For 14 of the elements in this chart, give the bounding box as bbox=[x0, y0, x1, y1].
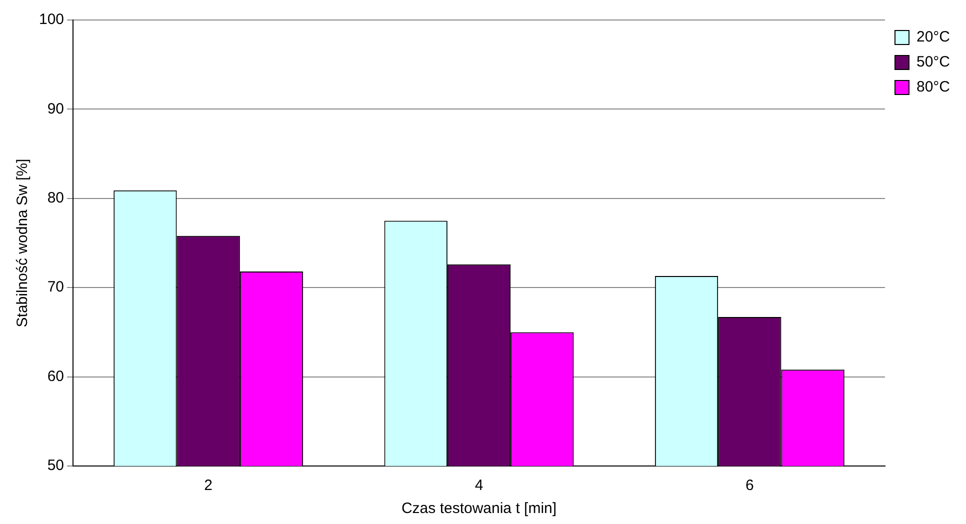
y-tick-label: 70 bbox=[47, 278, 64, 296]
y-tick-label: 50 bbox=[47, 457, 64, 474]
y-axis-title: Stabilność wodna Sw [%] bbox=[14, 158, 32, 328]
x-tick-label: 4 bbox=[474, 477, 484, 494]
x-axis-title: Czas testowania t [min] bbox=[401, 500, 557, 518]
y-tick-label: 60 bbox=[47, 368, 64, 385]
x-tick-label: 6 bbox=[745, 477, 754, 494]
y-tick-label: 80 bbox=[47, 190, 64, 207]
y-tick-label: 90 bbox=[47, 100, 64, 118]
x-tick-label: 2 bbox=[204, 477, 213, 494]
y-tick-label: 100 bbox=[38, 11, 64, 28]
legend-label: 80°C bbox=[916, 78, 950, 96]
legend-label: 50°C bbox=[916, 54, 950, 71]
legend-label: 20°C bbox=[916, 28, 950, 46]
